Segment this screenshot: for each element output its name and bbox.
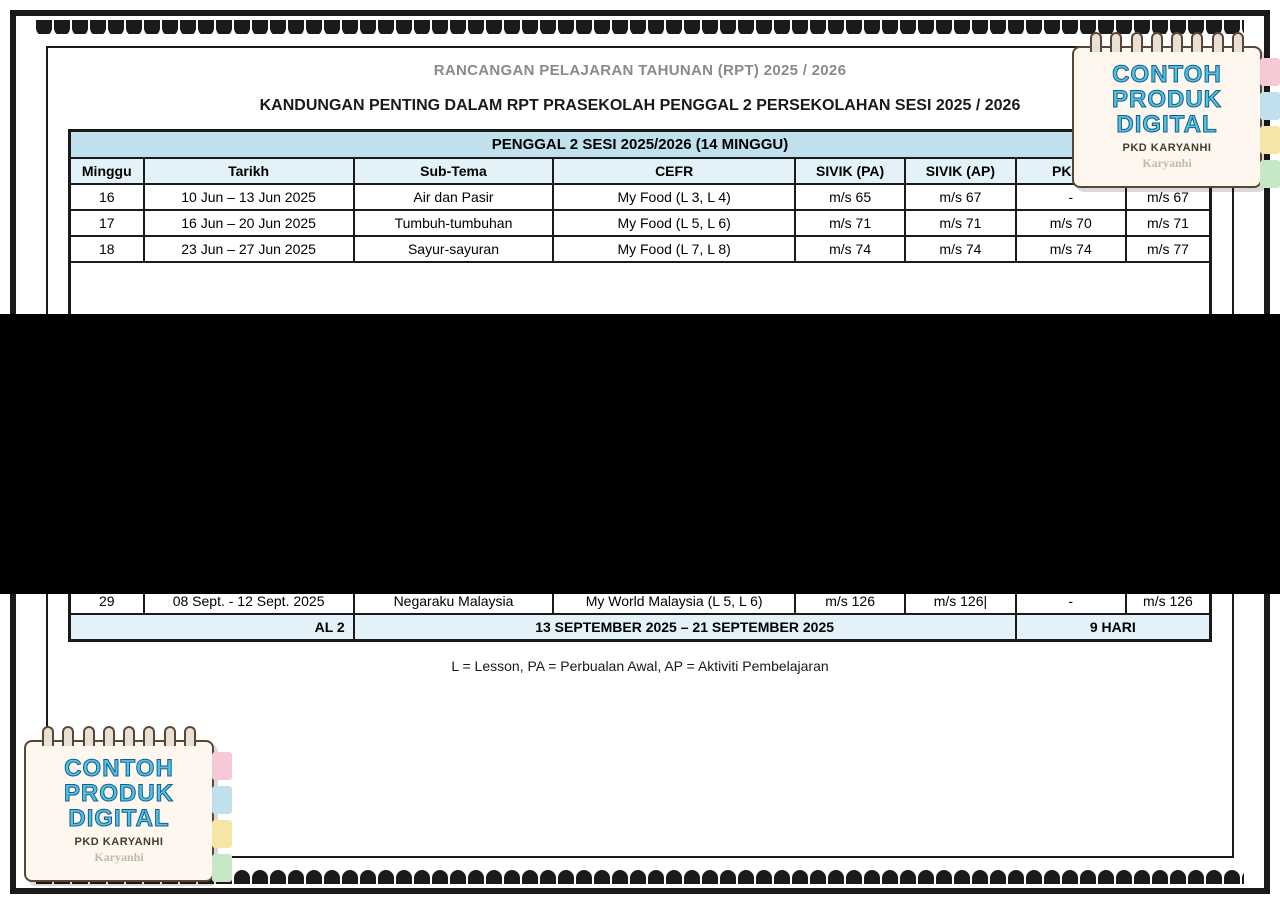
cell-pkjr: m/s 74 [1016, 236, 1126, 262]
cell-tarikh: 16 Jun – 20 Jun 2025 [144, 210, 354, 236]
cell-subtema: Sayur-sayuran [354, 236, 554, 262]
cell-tigar: m/s 77 [1126, 236, 1210, 262]
wm-line2: PRODUK [1078, 87, 1256, 112]
cell-tarikh: 23 Jun – 27 Jun 2025 [144, 236, 354, 262]
col-subtema: Sub-Tema [354, 158, 554, 184]
cell-sivik_ap: m/s 74 [905, 236, 1015, 262]
col-tarikh: Tarikh [144, 158, 354, 184]
footer-dates: 13 SEPTEMBER 2025 – 21 SEPTEMBER 2025 [354, 614, 1016, 640]
cell-sivik_ap: m/s 67 [905, 184, 1015, 210]
cell-cefr: My Food (L 5, L 6) [553, 210, 795, 236]
wm-line3: DIGITAL [1078, 112, 1256, 137]
wm-line1: CONTOH [30, 756, 208, 781]
doc-header: RANCANGAN PELAJARAN TAHUNAN (RPT) 2025 /… [68, 62, 1212, 79]
cell-sivik_pa: m/s 74 [795, 236, 905, 262]
col-minggu: Minggu [70, 158, 144, 184]
cell-sivik_pa: m/s 65 [795, 184, 905, 210]
cell-cefr: My Food (L 7, L 8) [553, 236, 795, 262]
cell-minggu: 18 [70, 236, 144, 262]
cell-minggu: 17 [70, 210, 144, 236]
wm-line2: PRODUK [30, 781, 208, 806]
wm-sub: PKD KARYANHI [30, 836, 208, 848]
table-row: 1823 Jun – 27 Jun 2025Sayur-sayuranMy Fo… [70, 236, 1210, 262]
cell-minggu: 16 [70, 184, 144, 210]
table-super-header: PENGGAL 2 SESI 2025/2026 (14 MINGGU) [70, 131, 1210, 158]
wm-sub: PKD KARYANHI [1078, 142, 1256, 154]
cell-tigar: m/s 71 [1126, 210, 1210, 236]
col-sivikpa: SIVIK (PA) [795, 158, 905, 184]
cell-sivik_pa: m/s 71 [795, 210, 905, 236]
col-cefr: CEFR [553, 158, 795, 184]
cell-cefr: My Food (L 3, L 4) [553, 184, 795, 210]
cell-pkjr: m/s 70 [1016, 210, 1126, 236]
col-sivikap: SIVIK (AP) [905, 158, 1015, 184]
censor-overlay [0, 314, 1280, 594]
table-row: 1716 Jun – 20 Jun 2025Tumbuh-tumbuhanMy … [70, 210, 1210, 236]
cell-subtema: Tumbuh-tumbuhan [354, 210, 554, 236]
table-row: 1610 Jun – 13 Jun 2025Air dan PasirMy Fo… [70, 184, 1210, 210]
wm-cursive: Karyanhi [30, 850, 208, 865]
watermark-bottom-left: CONTOH PRODUK DIGITAL PKD KARYANHI Karya… [14, 712, 224, 892]
wm-line3: DIGITAL [30, 806, 208, 831]
cell-tarikh: 10 Jun – 13 Jun 2025 [144, 184, 354, 210]
footer-label: AL 2 [70, 614, 354, 640]
wm-line1: CONTOH [1078, 62, 1256, 87]
footer-duration: 9 HARI [1016, 614, 1210, 640]
legend: L = Lesson, PA = Perbualan Awal, AP = Ak… [68, 658, 1212, 674]
watermark-top-right: CONTOH PRODUK DIGITAL PKD KARYANHI Karya… [1062, 18, 1272, 198]
cell-subtema: Air dan Pasir [354, 184, 554, 210]
doc-title: KANDUNGAN PENTING DALAM RPT PRASEKOLAH P… [68, 97, 1212, 115]
wm-cursive: Karyanhi [1078, 156, 1256, 171]
cell-sivik_ap: m/s 71 [905, 210, 1015, 236]
